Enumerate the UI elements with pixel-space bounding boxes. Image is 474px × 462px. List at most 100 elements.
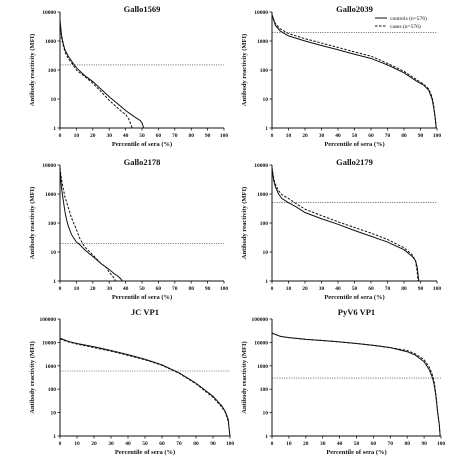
y-tick-label: 100000 [252,317,269,323]
x-tick-label: 80 [404,441,410,447]
y-tick-label: 100 [48,387,57,393]
x-tick-label: 10 [286,133,292,139]
series-controls-line [59,169,123,282]
y-tick-label: 10 [263,411,269,417]
x-tick-label: 60 [156,133,162,139]
x-tick-label: 90 [205,133,211,139]
x-tick-label: 10 [74,441,80,447]
x-tick-label: 20 [91,441,97,447]
x-tick-label: 60 [371,441,377,447]
series-controls-line [59,20,145,129]
chart-panel: 0 10 20 30 40 50 60 70 80 90 100110100100010000100… [29,307,234,456]
y-tick-label: 100 [48,221,57,227]
x-tick-label: 80 [193,441,199,447]
y-tick-label: 1000 [257,192,268,198]
y-tick-label: 10000 [42,10,56,16]
x-tick-label: 90 [418,133,424,139]
y-tick-label: 10 [51,250,57,256]
x-tick-label: 90 [421,441,427,447]
x-tick-label: 0 [59,441,62,447]
x-tick-label: 70 [388,441,394,447]
x-tick-label: 70 [176,441,182,447]
y-tick-label: 10000 [254,340,268,346]
x-tick-label: 60 [159,441,165,447]
x-axis-label: Percentile of sera (%) [324,141,384,148]
x-tick-label: 70 [385,286,391,292]
series-cases-line [59,338,231,437]
chart-title: Gallo2039 [336,4,373,14]
x-tick-label: 40 [337,441,343,447]
chart-title: PyV6 VP1 [338,307,375,317]
x-tick-label: 100 [220,133,229,139]
x-tick-label: 30 [106,286,112,292]
y-tick-label: 10000 [254,163,268,169]
x-axis-label: Percentile of sera (%) [112,141,172,148]
x-tick-label: 80 [401,133,407,139]
axis-lines [271,319,441,437]
x-tick-label: 100 [220,286,229,292]
x-tick-label: 100 [433,286,442,292]
x-tick-label: 40 [125,441,131,447]
y-tick-label: 10000 [254,10,268,16]
y-axis-label: Antibody reactivity (MFI) [29,187,36,259]
y-tick-label: 1000 [257,39,268,45]
y-tick-label: 1 [53,279,56,285]
x-tick-label: 0 [271,286,274,292]
y-tick-label: 10 [263,250,269,256]
x-tick-label: 100 [437,441,446,447]
chart-title: Gallo2178 [124,157,161,167]
x-tick-label: 50 [142,441,148,447]
series-controls-line [59,337,231,437]
series-cases-line [271,14,437,129]
y-tick-label: 100 [260,68,269,74]
x-axis-label: Percentile of sera (%) [112,294,172,301]
y-tick-label: 10 [51,97,57,103]
y-tick-label: 1000 [257,364,268,370]
series-controls-line [271,332,441,437]
x-axis-label: Percentile of sera (%) [326,449,386,456]
chart-panel: 0 10 20 30 40 50 60 70 80 90 100110100100010000100… [241,307,445,456]
series-cases-line [271,332,441,437]
x-tick-label: 30 [319,133,325,139]
axis-lines [271,165,437,282]
y-tick-label: 10000 [42,163,56,169]
x-tick-label: 100 [433,133,442,139]
y-tick-label: 10 [263,97,269,103]
x-tick-label: 70 [172,286,178,292]
x-tick-label: 0 [271,133,274,139]
y-tick-label: 1000 [45,39,56,45]
x-tick-label: 20 [303,441,309,447]
x-tick-label: 50 [139,286,145,292]
x-tick-label: 10 [74,286,80,292]
x-tick-label: 10 [74,133,80,139]
y-tick-label: 100000 [40,317,57,323]
x-tick-label: 50 [354,441,360,447]
x-tick-label: 60 [368,286,374,292]
chart-title: JC VP1 [131,307,159,317]
legend-cases-label: cases (n=576) [390,23,421,30]
x-tick-label: 60 [368,133,374,139]
axis-lines [59,12,224,129]
series-controls-line [271,167,420,282]
x-tick-label: 40 [335,286,341,292]
chart-title: Gallo1569 [124,4,161,14]
axis-lines [59,319,230,437]
y-tick-label: 1 [53,126,56,132]
y-tick-label: 100 [260,221,269,227]
legend-controls-label: controls (n=576) [390,15,427,22]
x-tick-label: 30 [320,441,326,447]
x-tick-label: 90 [418,286,424,292]
x-tick-label: 80 [188,133,194,139]
axis-lines [59,165,224,282]
x-tick-label: 40 [123,133,129,139]
y-tick-label: 1 [265,126,268,132]
series-cases-line [271,167,419,282]
x-tick-label: 30 [106,133,112,139]
x-tick-label: 0 [59,133,62,139]
x-tick-label: 30 [319,286,325,292]
x-tick-label: 10 [286,286,292,292]
